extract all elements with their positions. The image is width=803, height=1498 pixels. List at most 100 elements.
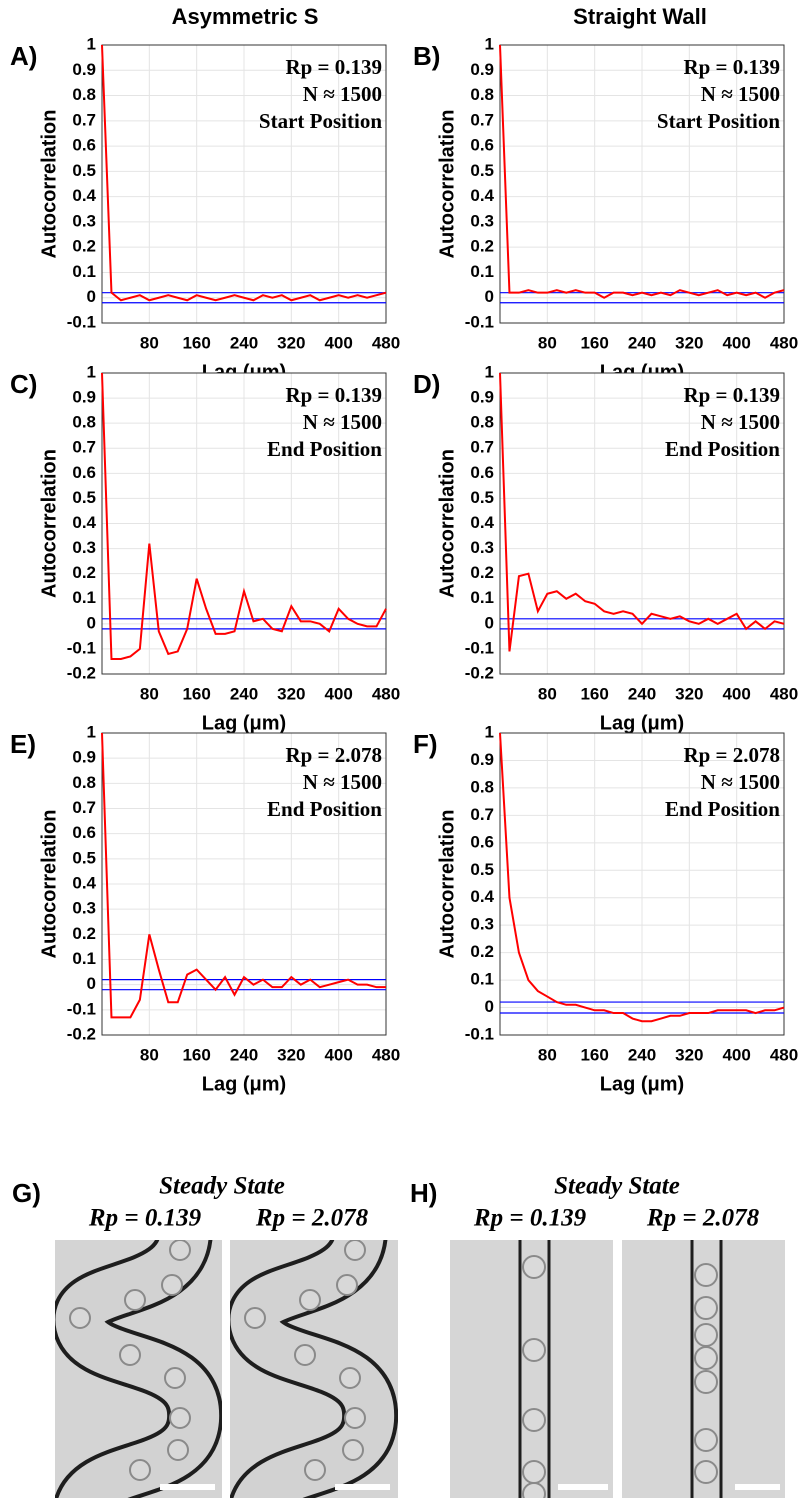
y-tick-label: 0.1	[470, 970, 494, 989]
annotation: Rp = 0.139	[683, 55, 780, 79]
y-tick-label: 1	[87, 722, 96, 741]
y-tick-label: -0.2	[67, 1024, 96, 1043]
y-tick-label: 0.9	[72, 388, 96, 407]
y-tick-label: 0.9	[470, 60, 494, 79]
y-tick-label: 0.6	[470, 832, 494, 851]
y-tick-label: 0.9	[72, 748, 96, 767]
x-tick-label: 480	[372, 1045, 400, 1064]
y-tick-label: -0.1	[465, 638, 494, 657]
x-tick-label: 480	[770, 1045, 798, 1064]
y-tick-label: 0.3	[470, 538, 494, 557]
y-axis-label: Autocorrelation	[38, 110, 60, 259]
x-tick-label: 160	[580, 1045, 608, 1064]
y-tick-label: 0.6	[470, 136, 494, 155]
panel-label: A)	[10, 41, 37, 71]
plot-frame	[101, 732, 387, 1036]
y-tick-label: -0.2	[465, 663, 494, 682]
panel-label: C)	[10, 369, 37, 399]
image-caption: Rp = 2.078	[646, 1205, 760, 1232]
x-axis-label: Lag (μm)	[600, 1073, 684, 1095]
x-axis-label: Lag (μm)	[600, 712, 684, 734]
x-tick-label: 480	[770, 333, 798, 352]
data-line	[101, 732, 386, 1019]
annotation: Rp = 2.078	[683, 743, 780, 767]
x-tick-label: 480	[372, 333, 400, 352]
x-tick-label: 400	[324, 333, 352, 352]
x-tick-label: 80	[538, 684, 557, 703]
y-tick-label: 1	[485, 362, 494, 381]
y-tick-label: 0.1	[72, 588, 96, 607]
y-tick-label: 1	[87, 34, 96, 53]
data-line	[101, 372, 387, 660]
y-axis-label: Autocorrelation	[436, 110, 458, 259]
column-header: Straight Wall	[573, 4, 707, 29]
x-tick-label: 240	[230, 333, 258, 352]
y-tick-label: 0.6	[72, 136, 96, 155]
x-tick-label: 160	[580, 684, 608, 703]
annotation: End Position	[267, 437, 382, 461]
y-tick-label: 0.1	[72, 262, 96, 281]
panel-label: E)	[10, 729, 36, 759]
x-tick-label: 400	[722, 1045, 750, 1064]
x-tick-label: 240	[230, 1045, 258, 1064]
micrograph	[55, 1240, 222, 1498]
plot-frame	[101, 44, 387, 324]
image-caption: Rp = 0.139	[88, 1205, 202, 1232]
image-title: Steady State	[159, 1173, 285, 1200]
x-axis-label: Lag (μm)	[202, 1073, 286, 1095]
y-tick-label: 0.3	[470, 211, 494, 230]
annotation: N ≈ 1500	[701, 410, 780, 434]
y-tick-label: 0.5	[470, 161, 494, 180]
y-tick-label: 0	[485, 613, 494, 632]
y-tick-label: 0.5	[470, 860, 494, 879]
x-tick-label: 240	[230, 684, 258, 703]
x-tick-label: 320	[675, 684, 703, 703]
y-tick-label: 0.4	[470, 887, 494, 906]
y-tick-label: 0	[87, 287, 96, 306]
column-header: Asymmetric S	[172, 4, 319, 29]
y-tick-label: 1	[485, 34, 494, 53]
x-tick-label: 400	[324, 684, 352, 703]
y-tick-label: 0	[87, 974, 96, 993]
x-tick-label: 160	[182, 333, 210, 352]
x-tick-label: 160	[182, 1045, 210, 1064]
annotation: N ≈ 1500	[303, 410, 382, 434]
x-tick-label: 320	[277, 333, 305, 352]
annotation: N ≈ 1500	[701, 82, 780, 106]
y-tick-label: -0.1	[67, 638, 96, 657]
y-tick-label: 0.8	[470, 777, 494, 796]
y-tick-label: 0.8	[72, 413, 96, 432]
x-axis-label: Lag (μm)	[202, 712, 286, 734]
x-tick-label: 400	[722, 333, 750, 352]
y-tick-label: 0.2	[72, 237, 96, 256]
y-tick-label: 0.5	[470, 488, 494, 507]
annotation: Rp = 0.139	[683, 383, 780, 407]
x-tick-label: 400	[722, 684, 750, 703]
y-tick-label: 0.4	[72, 873, 96, 892]
y-tick-label: 0.3	[72, 211, 96, 230]
micrograph	[230, 1240, 398, 1498]
y-tick-label: 0.1	[470, 588, 494, 607]
y-tick-label: 0.2	[470, 237, 494, 256]
y-tick-label: 0	[87, 613, 96, 632]
annotation: Start Position	[657, 109, 780, 133]
annotation: N ≈ 1500	[303, 770, 382, 794]
y-tick-label: 0.1	[470, 262, 494, 281]
y-tick-label: 0.2	[470, 942, 494, 961]
x-tick-label: 320	[675, 1045, 703, 1064]
data-line	[499, 44, 785, 299]
x-tick-label: 80	[140, 1045, 159, 1064]
y-tick-label: -0.1	[67, 312, 96, 331]
annotation: End Position	[665, 797, 780, 821]
x-tick-label: 400	[324, 1045, 352, 1064]
y-tick-label: 0.8	[72, 85, 96, 104]
annotation: Start Position	[259, 109, 382, 133]
y-tick-label: 0.7	[470, 805, 494, 824]
plot-frame	[499, 44, 785, 324]
y-tick-label: 1	[87, 362, 96, 381]
annotation: End Position	[665, 437, 780, 461]
image-title: Steady State	[554, 1173, 680, 1200]
y-tick-label: 0.9	[72, 60, 96, 79]
y-tick-label: 0.5	[72, 161, 96, 180]
